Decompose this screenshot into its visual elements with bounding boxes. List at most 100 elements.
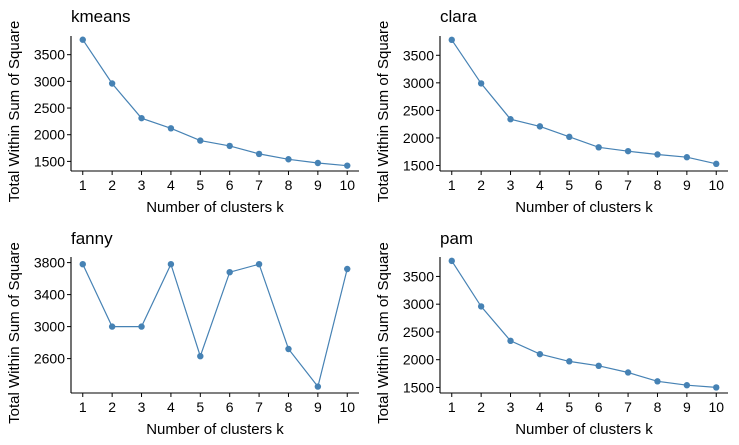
x-tick-label: 10	[708, 177, 724, 193]
data-point	[595, 362, 602, 369]
x-tick-label: 9	[683, 399, 691, 415]
data-point	[138, 323, 145, 330]
chart-panel-clara: clara 1500 2000 2500 3000 3500 1 2 3 4 5 6 7 8 9 10 Numb…	[375, 7, 728, 216]
x-tick-label: 1	[79, 399, 87, 415]
y-axis-title: Total Within Sum of Square	[6, 242, 23, 424]
data-point	[654, 151, 661, 158]
series-line	[451, 39, 717, 165]
x-tick-label: 4	[536, 177, 544, 193]
chart-panel-kmeans: kmeans 1500 2000 2500 3000 3500 1 2 3 4 5 6 7 8 9 10 Num…	[6, 7, 359, 216]
data-point	[79, 36, 86, 43]
y-tick-label: 1500	[34, 153, 65, 169]
x-axis-title: Number of clusters k	[515, 421, 653, 438]
x-tick-label: 6	[226, 399, 234, 415]
x-tick-label: 2	[477, 177, 485, 193]
x-tick-label: 9	[683, 177, 691, 193]
y-tick-label: 2000	[403, 352, 434, 368]
x-tick-label: 10	[708, 399, 724, 415]
x-tick-label: 1	[448, 177, 456, 193]
x-tick-label: 1	[448, 399, 456, 415]
y-tick-label: 3500	[34, 47, 65, 63]
data-point	[654, 378, 661, 385]
y-tick-label: 2500	[34, 100, 65, 116]
data-point	[108, 80, 116, 87]
data-point	[167, 261, 175, 268]
x-axis-title: Number of clusters k	[146, 199, 284, 216]
x-tick-label: 8	[654, 399, 662, 415]
y-tick-label: 3500	[403, 47, 434, 63]
data-point	[683, 154, 691, 161]
data-point	[167, 125, 175, 132]
y-tick-label: 1500	[403, 157, 434, 173]
data-point	[683, 382, 691, 389]
y-tick-label: 2600	[34, 351, 65, 367]
data-point	[314, 383, 322, 390]
y-tick-label: 3400	[34, 287, 65, 303]
x-tick-label: 8	[285, 399, 293, 415]
data-point	[344, 265, 351, 273]
y-axis-title: Total Within Sum of Square	[375, 242, 392, 424]
x-tick-label: 5	[565, 177, 573, 193]
data-point	[285, 156, 292, 163]
x-tick-label: 5	[196, 177, 204, 193]
data-point	[507, 337, 514, 345]
y-tick-label: 3000	[403, 296, 434, 312]
x-tick-label: 2	[108, 177, 116, 193]
x-tick-label: 7	[624, 399, 632, 415]
data-point	[79, 261, 86, 268]
x-tick-label: 2	[477, 399, 485, 415]
y-tick-label: 2000	[34, 127, 65, 143]
chart-panel-fanny: fanny 2600 3000 3400 3800 1 2 3 4 5 6 7 8 9 10 Number o…	[6, 229, 359, 438]
data-point	[536, 350, 544, 358]
data-point	[197, 353, 204, 360]
data-point	[197, 137, 204, 144]
x-tick-label: 3	[507, 177, 515, 193]
x-tick-label: 7	[624, 177, 632, 193]
x-tick-label: 3	[507, 399, 515, 415]
data-point	[507, 116, 514, 123]
data-point	[713, 384, 720, 391]
data-point	[566, 133, 573, 141]
data-point	[226, 142, 233, 150]
y-tick-label: 3800	[34, 255, 65, 271]
x-tick-label: 7	[255, 177, 263, 193]
x-axis-title: Number of clusters k	[515, 199, 653, 216]
data-point	[255, 150, 263, 158]
data-point	[448, 36, 455, 44]
data-point	[344, 162, 351, 169]
x-tick-label: 5	[196, 399, 204, 415]
data-point	[624, 369, 632, 376]
x-tick-label: 4	[167, 177, 175, 193]
data-point	[595, 144, 602, 151]
chart-title: clara	[440, 7, 477, 26]
x-tick-label: 4	[167, 399, 175, 415]
y-tick-label: 3000	[34, 319, 65, 335]
x-tick-label: 8	[285, 177, 293, 193]
x-tick-label: 1	[79, 177, 87, 193]
x-tick-label: 8	[654, 177, 662, 193]
x-tick-label: 2	[108, 399, 116, 415]
data-point	[566, 358, 573, 365]
data-point	[536, 123, 544, 130]
data-point	[255, 261, 263, 268]
y-axis-title: Total Within Sum of Square	[375, 21, 392, 203]
data-point	[226, 269, 233, 276]
series-line	[82, 262, 348, 388]
x-tick-label: 3	[138, 399, 146, 415]
data-point	[314, 159, 322, 167]
series-line	[82, 39, 348, 167]
x-tick-label: 10	[339, 177, 355, 193]
x-tick-label: 7	[255, 399, 263, 415]
y-tick-label: 3500	[403, 268, 434, 284]
data-point	[713, 160, 720, 168]
data-point	[624, 147, 632, 155]
data-point	[477, 80, 485, 87]
x-tick-label: 3	[138, 177, 146, 193]
y-tick-label: 2000	[403, 130, 434, 146]
y-tick-label: 3000	[403, 75, 434, 91]
x-tick-label: 6	[595, 399, 603, 415]
data-point	[138, 114, 145, 122]
series-line	[451, 260, 717, 388]
chart-title: pam	[440, 229, 473, 248]
